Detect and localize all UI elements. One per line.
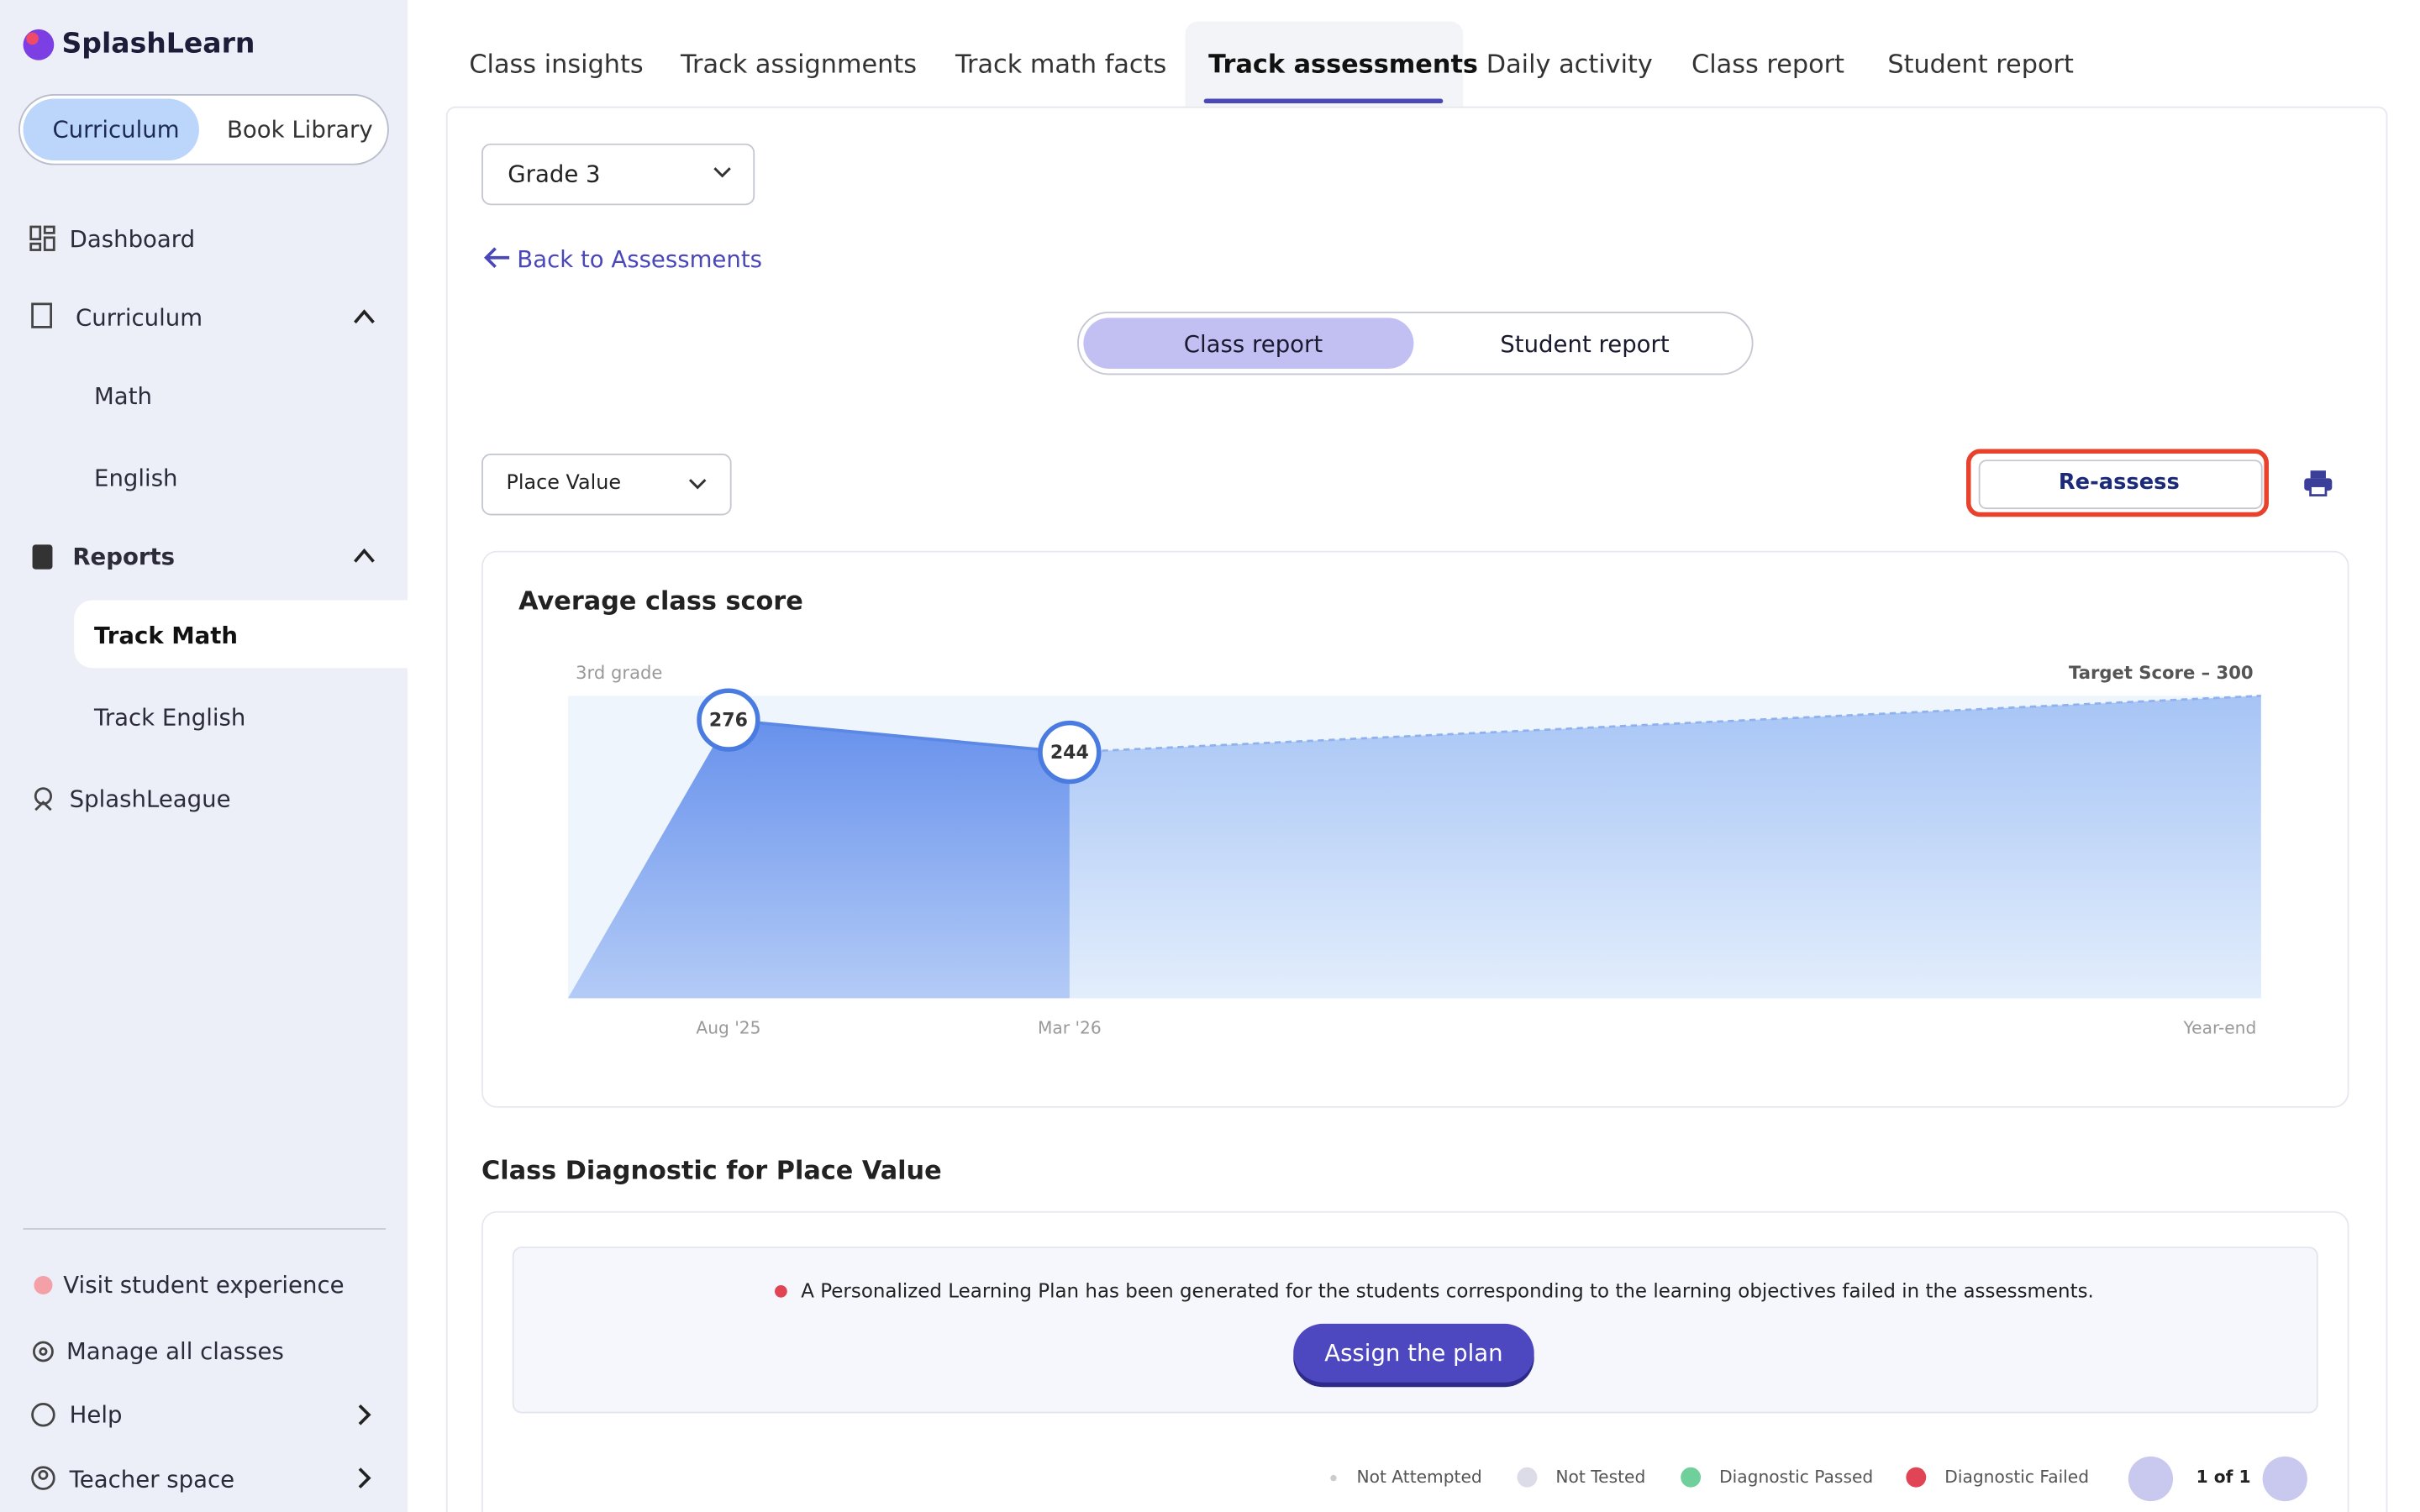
score-label: 244: [1050, 743, 1089, 764]
legend-dot: [1906, 1467, 1927, 1488]
report-option[interactable]: Student report: [1500, 330, 1670, 359]
nav-item[interactable]: SplashLeague: [69, 785, 231, 813]
tab[interactable]: Class insights: [469, 49, 644, 79]
nav-item[interactable]: Help: [69, 1400, 123, 1429]
legend-item: Not Attempted: [1356, 1467, 1482, 1488]
tab[interactable]: Class report: [1691, 49, 1845, 79]
notice-dot: [775, 1285, 787, 1298]
chevron-up[interactable]: [352, 307, 376, 326]
legend-item: Diagnostic Failed: [1944, 1467, 2090, 1488]
tab[interactable]: Track assessments: [1208, 49, 1478, 79]
tab[interactable]: Track assignments: [681, 49, 918, 79]
tab-underline: [1203, 98, 1444, 104]
sidebar: SplashLearn Curriculum Book Library Dash…: [0, 0, 408, 1512]
nav-item[interactable]: Math: [94, 382, 152, 411]
dashboard-icon: [29, 225, 55, 251]
mode-active: [23, 98, 199, 161]
assign-button[interactable]: [1293, 1323, 1534, 1383]
chart-title: Average class score: [518, 585, 803, 616]
legend-dot: [1330, 1474, 1337, 1482]
curriculum-icon: [31, 302, 52, 328]
reassess-button[interactable]: [1978, 459, 2263, 510]
chevron-down: [713, 167, 731, 178]
report-toggle-active: [1083, 318, 1414, 369]
tab[interactable]: Student report: [1887, 49, 2074, 79]
assign-label: Assign the plan: [1324, 1339, 1503, 1368]
league-icon: [34, 787, 52, 811]
report-toggle: [1077, 312, 1754, 375]
logo: SplashLearn: [61, 28, 255, 60]
score-point: [1038, 720, 1102, 785]
legend-item: Diagnostic Passed: [1719, 1467, 1874, 1488]
nav-item[interactable]: Track English: [94, 703, 246, 732]
reports-icon: [32, 544, 53, 570]
target-label: Target Score – 300: [2069, 661, 2254, 684]
chevron-down: [688, 479, 707, 490]
nav-item[interactable]: Teacher space: [69, 1465, 235, 1494]
tab[interactable]: Track math facts: [955, 49, 1167, 79]
mode-option[interactable]: Book Library: [227, 115, 373, 144]
logo-icon: [23, 29, 55, 60]
nav-item[interactable]: English: [94, 464, 178, 492]
score-line: [728, 718, 1071, 754]
report-option[interactable]: Class report: [1183, 330, 1323, 359]
prev-page[interactable]: [2128, 1456, 2174, 1502]
back-arrow: [483, 247, 510, 269]
highlight-box: [1966, 449, 2270, 517]
score-area: [567, 720, 1070, 999]
score-label: 276: [709, 711, 748, 732]
notice-text: A Personalized Learning Plan has been ge…: [801, 1278, 2094, 1303]
projected-area: [1069, 696, 2261, 999]
teacher-icon: [31, 1466, 55, 1490]
grade-label: 3rd grade: [576, 661, 663, 684]
chevron-right[interactable]: [355, 1466, 373, 1490]
legend-dot: [1517, 1467, 1538, 1488]
next-page[interactable]: [2262, 1456, 2307, 1502]
topic-value: Place Value: [506, 472, 622, 496]
grade-value: Grade 3: [508, 160, 601, 189]
nav-item[interactable]: Track Math: [94, 622, 239, 650]
back-link[interactable]: Back to Assessments: [517, 245, 763, 274]
pagination: 1 of 1: [2196, 1467, 2251, 1488]
x-label: Year-end: [2183, 1018, 2257, 1038]
nav-active-bg: [74, 600, 408, 669]
nav-item[interactable]: Visit student experience: [63, 1271, 345, 1299]
projected-line: [1069, 694, 2261, 753]
topic-select[interactable]: [481, 454, 732, 516]
score-point: [697, 688, 760, 752]
reassess-label: Re-assess: [2058, 470, 2180, 496]
student-icon: [34, 1275, 53, 1295]
nav-item[interactable]: Reports: [72, 543, 176, 571]
gear-icon: [33, 1341, 54, 1362]
nav-item[interactable]: Curriculum: [76, 303, 203, 332]
tab[interactable]: Daily activity: [1486, 49, 1653, 79]
help-icon: [31, 1403, 55, 1427]
nav-item[interactable]: Manage all classes: [66, 1337, 284, 1366]
x-label: Aug '25: [696, 1018, 760, 1038]
chevron-up[interactable]: [352, 546, 376, 564]
legend-dot: [1681, 1467, 1702, 1488]
divider: [23, 1228, 387, 1230]
tab-active-bg: [1185, 21, 1464, 108]
mode-option[interactable]: Curriculum: [52, 115, 180, 144]
grade-select[interactable]: [481, 143, 755, 206]
chevron-right[interactable]: [355, 1403, 373, 1427]
print-icon[interactable]: [2302, 469, 2333, 496]
x-label: Mar '26: [1038, 1018, 1102, 1038]
nav-item[interactable]: Dashboard: [69, 225, 196, 254]
legend-item: Not Tested: [1555, 1467, 1646, 1488]
section-title: Class Diagnostic for Place Value: [481, 1155, 942, 1185]
